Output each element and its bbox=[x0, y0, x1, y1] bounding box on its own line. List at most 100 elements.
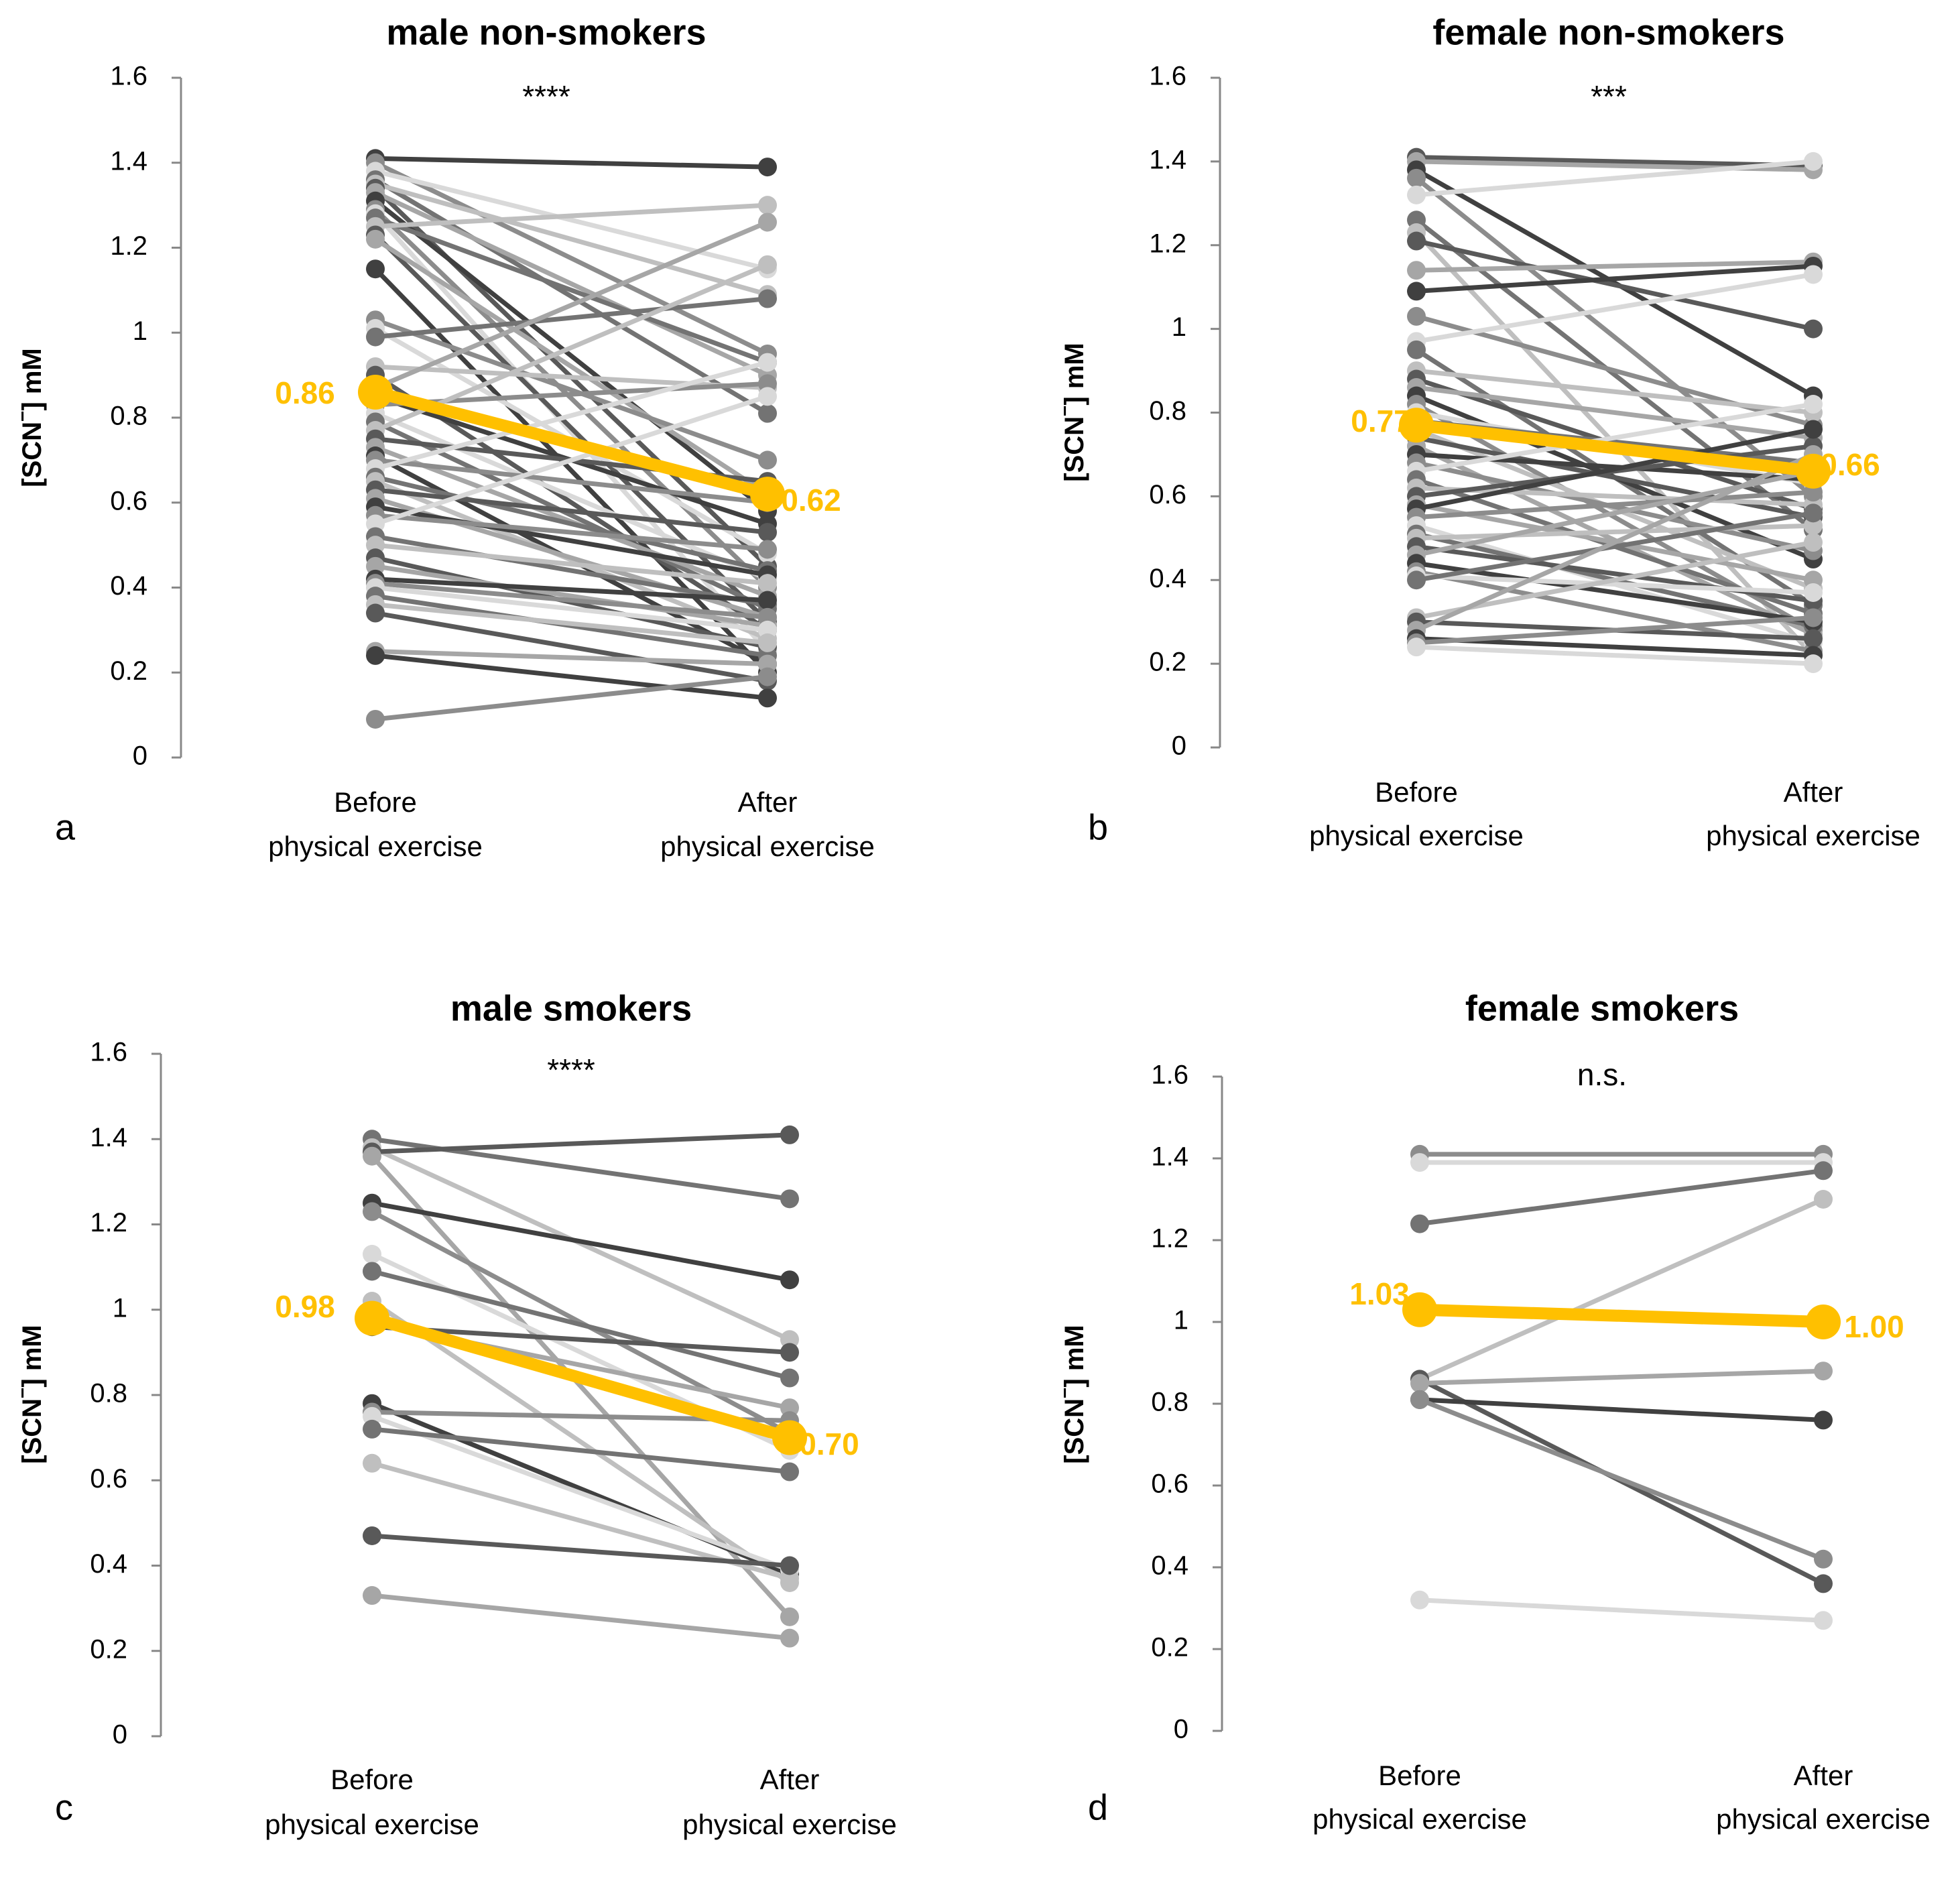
subject-line bbox=[373, 674, 770, 722]
subject-series bbox=[363, 1146, 799, 1626]
subject-series bbox=[366, 289, 777, 347]
subject-series bbox=[1410, 1161, 1833, 1233]
subject-point-before bbox=[366, 603, 385, 623]
subject-line bbox=[373, 202, 770, 229]
y-tick-label: 1.4 bbox=[1149, 145, 1186, 174]
y-tick-label: 0.2 bbox=[1149, 648, 1186, 677]
subject-series bbox=[1407, 231, 1823, 339]
y-tick-label: 1.6 bbox=[1151, 1061, 1188, 1090]
x-category-label: physical exercise bbox=[1706, 820, 1920, 851]
y-tick-label: 0.6 bbox=[90, 1464, 127, 1494]
y-tick-label: 1.2 bbox=[90, 1208, 127, 1237]
y-tick-label: 1.6 bbox=[90, 1038, 127, 1067]
subject-line bbox=[373, 411, 770, 582]
subject-line bbox=[373, 393, 770, 526]
subject-point-after bbox=[758, 255, 777, 274]
subject-line bbox=[373, 577, 770, 603]
subject-point-after bbox=[1804, 265, 1823, 284]
subject-line bbox=[1414, 540, 1816, 620]
mean-line bbox=[1414, 1303, 1829, 1328]
subject-point-before bbox=[1407, 168, 1426, 188]
subject-point-before bbox=[366, 229, 385, 249]
subject-point-after bbox=[780, 1607, 799, 1626]
subject-series bbox=[366, 149, 777, 177]
subject-point-before bbox=[363, 1453, 381, 1473]
mean-label-after: 0.70 bbox=[799, 1427, 859, 1461]
y-tick-label: 1 bbox=[1174, 1306, 1188, 1335]
subject-line bbox=[373, 160, 770, 357]
mean-point-before bbox=[1399, 408, 1434, 443]
y-axis-label: [SCN−] mM bbox=[1054, 343, 1089, 481]
subject-series bbox=[1410, 1361, 1833, 1393]
subject-line bbox=[369, 1132, 792, 1154]
significance-label: *** bbox=[1591, 79, 1627, 114]
chart-panel-a: male non-smokers **** 0 0.2 0.4 0.6 0.8 1 1.2 1.4… bbox=[12, 12, 875, 862]
y-tick-label: 0 bbox=[113, 1720, 127, 1750]
subject-series bbox=[1407, 503, 1823, 590]
mean-point-before bbox=[358, 374, 393, 410]
significance-label: **** bbox=[547, 1052, 595, 1087]
subject-point-after bbox=[1804, 654, 1823, 674]
y-tick-label: 0.2 bbox=[90, 1634, 127, 1664]
subject-point-after bbox=[758, 353, 777, 372]
mean-label-after: 1.00 bbox=[1844, 1309, 1904, 1344]
subject-point-before bbox=[363, 1586, 381, 1606]
y-tick-label: 0.4 bbox=[1151, 1551, 1188, 1581]
subject-line bbox=[373, 237, 770, 497]
y-tick-label: 1 bbox=[133, 316, 147, 346]
subject-point-after bbox=[758, 591, 777, 610]
subject-series bbox=[1410, 1190, 1833, 1389]
subject-series bbox=[1410, 1590, 1833, 1630]
subject-point-before bbox=[363, 1146, 381, 1166]
subject-point-after bbox=[780, 1125, 799, 1144]
y-tick-label: 1.2 bbox=[110, 231, 147, 261]
y-tick-label: 0.6 bbox=[110, 486, 147, 516]
subject-point-before bbox=[366, 646, 385, 665]
subject-point-after bbox=[758, 450, 777, 470]
subject-line bbox=[373, 504, 770, 577]
panel-letter: c bbox=[55, 1787, 73, 1827]
subject-line bbox=[369, 1414, 792, 1573]
subject-line bbox=[1414, 510, 1816, 583]
subject-series bbox=[1407, 638, 1823, 674]
y-tick-label: 0.6 bbox=[1149, 480, 1186, 509]
x-category-label: Before bbox=[1375, 776, 1458, 808]
subject-line bbox=[373, 602, 770, 646]
x-category-label: Before bbox=[1378, 1760, 1461, 1791]
y-tick-label: 0.4 bbox=[110, 571, 147, 601]
subject-series bbox=[363, 1526, 799, 1575]
subject-line bbox=[1414, 155, 1816, 168]
subject-line bbox=[373, 475, 770, 573]
y-tick-label: 0.6 bbox=[1151, 1469, 1188, 1499]
subject-point-after bbox=[780, 1462, 799, 1481]
subject-line bbox=[373, 457, 770, 505]
y-tick-label: 0.2 bbox=[110, 656, 147, 686]
subject-line bbox=[1414, 259, 1816, 273]
subject-point-after bbox=[1814, 1161, 1833, 1180]
y-tick-label: 0.4 bbox=[90, 1549, 127, 1579]
subject-line bbox=[373, 542, 770, 586]
subject-line bbox=[1414, 385, 1816, 440]
subject-point-after bbox=[758, 404, 777, 423]
subject-point-before bbox=[366, 709, 385, 729]
y-tick-label: 1.4 bbox=[90, 1123, 127, 1152]
chart-panel-d: female smokers n.s. 0 0.2 0.4 0.6 0.8 1 1.2 1.4 1.… bbox=[1054, 988, 1931, 1835]
subject-line bbox=[373, 364, 770, 391]
panel-letter: b bbox=[1088, 807, 1108, 847]
mean-line bbox=[1410, 419, 1819, 477]
subject-line bbox=[1414, 217, 1816, 532]
y-tick-label: 0.8 bbox=[110, 402, 147, 431]
subject-point-before bbox=[1410, 1214, 1429, 1233]
subject-line bbox=[1414, 644, 1816, 666]
subject-series bbox=[1407, 152, 1823, 204]
y-axis-label: [SCN−] mM bbox=[1054, 1325, 1089, 1463]
subject-point-after bbox=[1804, 395, 1823, 414]
x-category-label: physical exercise bbox=[265, 1809, 479, 1840]
subject-series bbox=[366, 646, 777, 708]
subject-point-after bbox=[780, 1189, 799, 1209]
subject-line bbox=[1414, 560, 1816, 625]
subject-line bbox=[369, 1154, 792, 1620]
y-tick-label: 1 bbox=[1172, 312, 1186, 342]
subject-line bbox=[1417, 1597, 1826, 1623]
